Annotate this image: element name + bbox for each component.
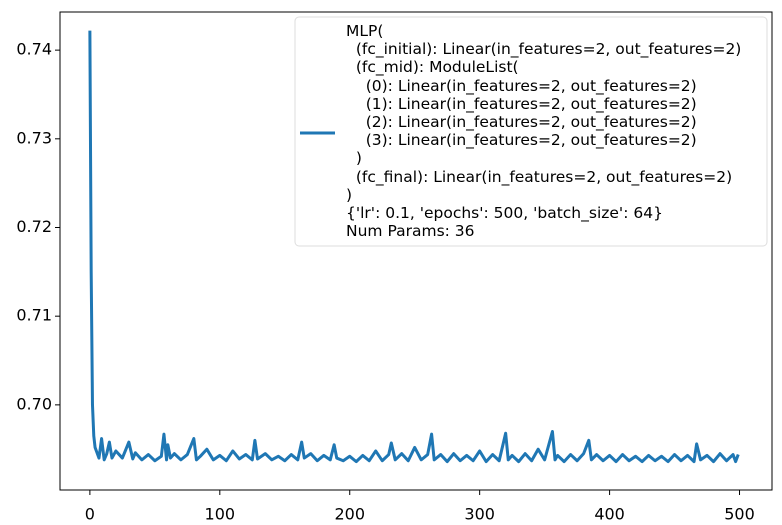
x-tick-label: 100 xyxy=(205,505,236,524)
data-line xyxy=(88,30,740,464)
legend-label: MLP( (fc_initial): Linear(in_features=2,… xyxy=(346,22,742,241)
y-tick-label: 0.70 xyxy=(16,394,52,413)
y-tick-label: 0.73 xyxy=(16,128,52,147)
y-tick-label: 0.71 xyxy=(16,306,52,325)
x-tick-label: 500 xyxy=(724,505,755,524)
y-tick-label: 0.72 xyxy=(16,217,52,236)
x-tick-label: 300 xyxy=(464,505,495,524)
x-tick-label: 0 xyxy=(85,505,95,524)
y-tick-label: 0.74 xyxy=(16,40,52,59)
legend-box xyxy=(294,16,768,247)
x-tick-label: 200 xyxy=(334,505,365,524)
x-tick-label: 400 xyxy=(594,505,625,524)
